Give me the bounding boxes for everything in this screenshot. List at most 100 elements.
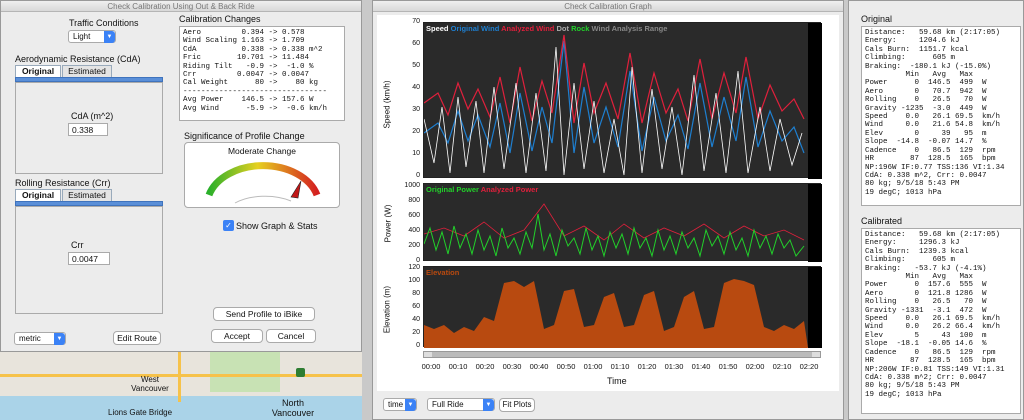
gauge-dial [205,162,321,204]
crr-panel: Crr 0.0047 [15,206,163,314]
speed-plot[interactable]: Speed Original Wind Analyzed Wind Dot Ro… [423,22,822,179]
chevron-down-icon: ▼ [54,333,65,345]
speed-tick: 70 [412,18,420,25]
send-profile-button[interactable]: Send Profile to iBike [213,307,315,321]
tab-cda-estimated[interactable]: Estimated [62,65,112,77]
power-legend: Original Power Analyzed Power [426,185,538,194]
x-tick: 00:40 [529,362,549,371]
x-tick: 01:00 [583,362,603,371]
speed-line [423,46,803,176]
x-tick: 02:00 [745,362,765,371]
time-scrollbar[interactable] [423,351,821,358]
elev-plot-svg [424,267,822,348]
graph-area: Speed (km/h) 70 60 50 40 30 20 10 0 Spee… [377,15,839,391]
park [210,352,280,392]
power-orig-line [423,213,805,258]
x-tick: 00:10 [448,362,468,371]
water [0,396,362,420]
elev-tick: 60 [412,303,420,310]
highway-shield-icon [296,368,305,377]
elev-tick: 0 [416,342,420,349]
x-tick: 01:20 [637,362,657,371]
tab-crr-estimated[interactable]: Estimated [62,189,112,201]
speed-ylabel: Speed (km/h) [382,80,392,129]
x-tick: 00:20 [475,362,495,371]
elev-ylabel: Elevation (m) [382,285,392,334]
elev-tick: 120 [408,264,420,271]
changes-text: Aero 0.394 -> 0.578 Wind Scaling 1.163 -… [179,26,345,121]
cda-panel: CdA (m^2) 0.338 [15,82,163,174]
speed-tick: 50 [412,62,420,69]
graph-window: Check Calibration Graph Speed (km/h) 70 … [372,0,844,420]
gauge-label: Moderate Change [227,146,297,156]
x-tick: 00:00 [421,362,441,371]
legend-orig-wind: Original Wind [450,24,500,33]
cancel-button[interactable]: Cancel [266,329,316,343]
road [0,374,362,377]
speed-tick: 20 [412,128,420,135]
cda-tab-strip [15,77,163,82]
chevron-down-icon: ▼ [483,399,494,411]
calibration-window: Check Calibration Using Out & Back Ride … [0,0,362,352]
graph-window-title: Check Calibration Graph [373,1,843,12]
power-tick: 0 [416,257,420,264]
tab-crr-original[interactable]: Original [15,189,61,201]
power-tick: 400 [408,227,420,234]
power-plot[interactable]: Original Power Analyzed Power [423,183,822,262]
show-graph-checkbox[interactable]: ✓ [223,220,234,231]
power-ylabel: Power (W) [383,204,393,243]
map-area[interactable]: West Vancouver Lions Gate Bridge North V… [0,352,362,420]
legend-dot: Dot [556,24,569,33]
legend-speed: Speed [426,24,449,33]
range-value: Full Ride [432,400,464,409]
traffic-value: Light [73,32,91,41]
x-tick: 01:50 [718,362,738,371]
edit-route-button[interactable]: Edit Route [113,331,161,345]
crr-field[interactable]: 0.0047 [68,252,110,265]
changes-title: Calibration Changes [179,14,261,24]
power-tick: 800 [408,197,420,204]
road [178,352,181,402]
power-plot-svg [423,184,822,262]
legend-anal-wind: Analyzed Wind [501,24,555,33]
speed-plot-svg [423,23,822,179]
speed-anal-wind-line [423,34,805,124]
show-graph-label: Show Graph & Stats [236,221,318,231]
elev-plot[interactable]: Elevation [423,266,822,348]
original-stats-title: Original [861,14,893,24]
chevron-down-icon: ▼ [104,31,115,43]
aero-label: Aerodynamic Resistance (CdA) [15,54,141,64]
power-tick: 1000 [404,182,420,189]
x-tick: 01:40 [691,362,711,371]
x-tick: 00:30 [502,362,522,371]
x-tick: 00:50 [556,362,576,371]
units-value: metric [19,334,41,343]
calibration-window-title: Check Calibration Using Out & Back Ride [1,1,361,12]
range-select[interactable]: Full Ride ▼ [427,398,495,411]
elev-legend: Elevation [426,268,460,277]
cda-field[interactable]: 0.338 [68,123,108,136]
stats-window: Original Distance: 59.68 km (2:17:05) En… [848,0,1024,420]
original-stats-text: Distance: 59.68 km (2:17:05) Energy: 120… [861,26,1021,206]
x-axis-select[interactable]: time ▼ [383,398,417,411]
cda-label: CdA (m^2) [71,111,114,121]
power-anal-line [423,203,805,241]
power-tick: 600 [408,212,420,219]
elev-area [424,279,808,348]
x-tick: 02:20 [799,362,819,371]
tab-cda-original[interactable]: Original [15,65,61,77]
x-tick: 01:10 [610,362,630,371]
traffic-select[interactable]: Light ▼ [68,30,116,43]
power-tick: 200 [408,242,420,249]
speed-orig-wind-line [423,40,805,154]
accept-button[interactable]: Accept [211,329,263,343]
speed-tick: 40 [412,84,420,91]
rolling-label: Rolling Resistance (Crr) [15,178,111,188]
speed-tick: 0 [416,172,420,179]
fit-plots-button[interactable]: Fit Plots [499,398,535,412]
units-select[interactable]: metric ▼ [14,332,66,345]
speed-legend: Speed Original Wind Analyzed Wind Dot Ro… [426,24,667,33]
elev-tick: 40 [412,316,420,323]
x-tick: 01:30 [664,362,684,371]
scrollbar-thumb[interactable] [432,352,812,357]
